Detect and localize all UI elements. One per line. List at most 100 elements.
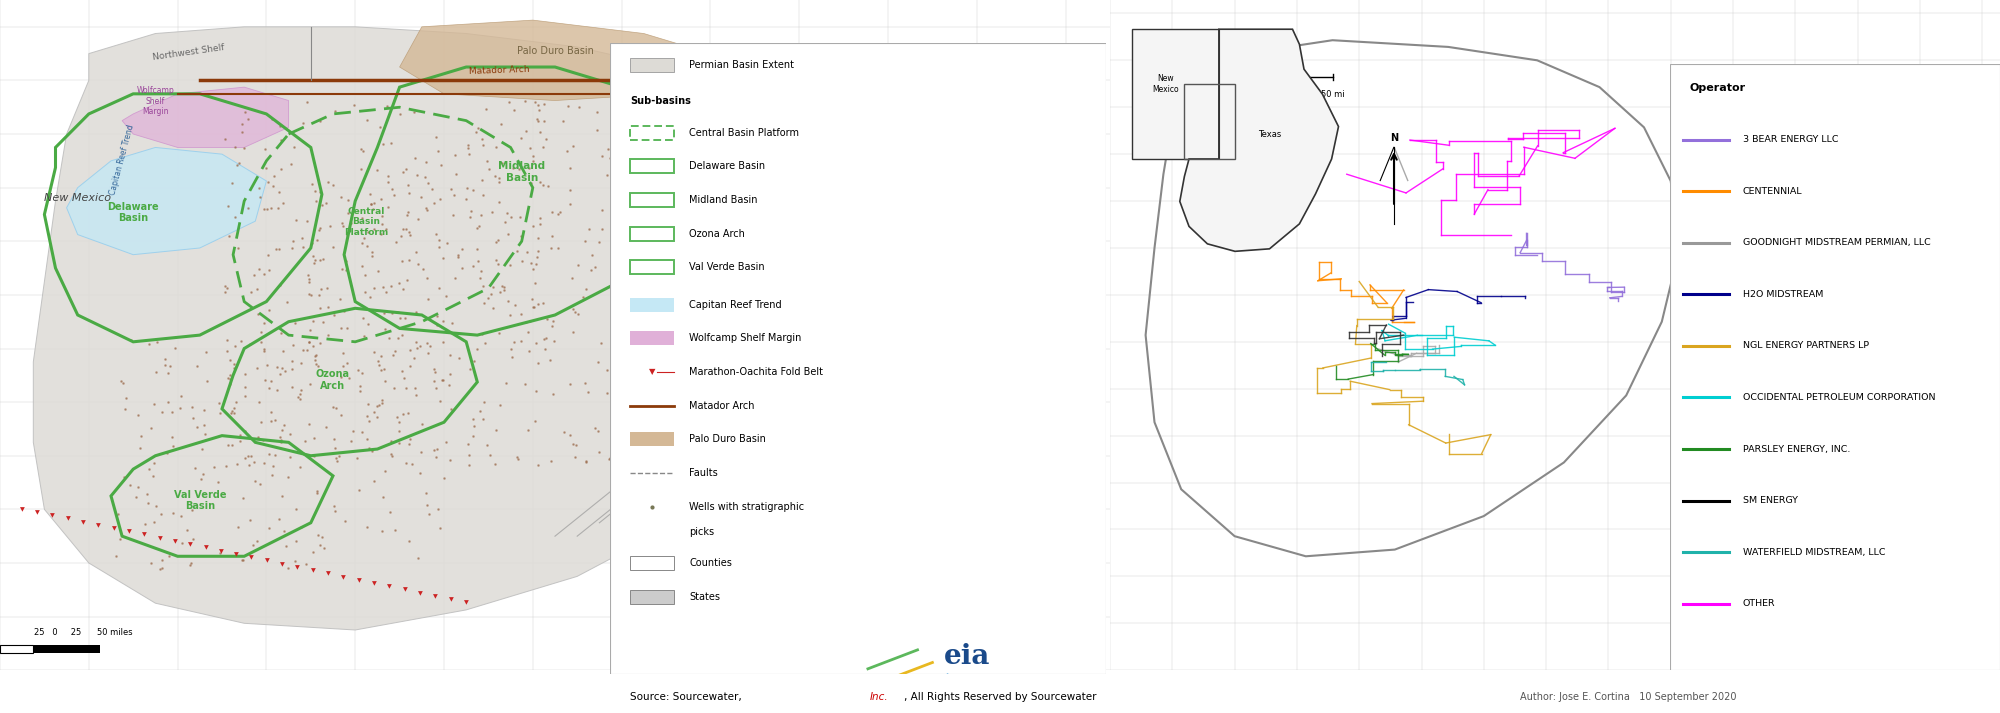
Point <box>434 379 466 391</box>
Point <box>218 362 250 374</box>
Point <box>524 105 556 116</box>
Point <box>296 237 328 249</box>
Point <box>348 330 380 342</box>
Point <box>512 326 544 337</box>
Point <box>676 195 708 207</box>
Text: ▼: ▼ <box>112 526 116 531</box>
Point <box>398 353 430 364</box>
Point <box>304 539 336 550</box>
Point <box>350 433 382 444</box>
Point <box>656 224 688 235</box>
Point <box>634 210 666 221</box>
Polygon shape <box>34 27 866 630</box>
Point <box>568 378 600 389</box>
Point <box>494 260 526 271</box>
Point <box>432 237 464 249</box>
Point <box>614 338 646 349</box>
Point <box>366 397 398 409</box>
Point <box>556 140 588 151</box>
Text: ▼: ▼ <box>20 507 24 512</box>
Point <box>260 361 292 373</box>
Text: 0: 0 <box>1152 90 1158 99</box>
Point <box>426 159 458 170</box>
Point <box>390 224 422 235</box>
Point <box>328 306 360 317</box>
Point <box>552 101 584 112</box>
Point <box>442 251 474 262</box>
Point <box>542 242 574 254</box>
Point <box>384 277 416 288</box>
Point <box>218 358 250 369</box>
Point <box>300 485 332 496</box>
Point <box>634 454 666 466</box>
Point <box>354 198 386 210</box>
Point <box>228 426 260 437</box>
Point <box>266 345 298 356</box>
Point <box>212 200 244 212</box>
Point <box>220 212 252 223</box>
Point <box>368 281 400 292</box>
Point <box>662 240 694 251</box>
Point <box>416 183 448 195</box>
Point <box>422 443 454 454</box>
Point <box>294 289 326 300</box>
Point <box>650 143 682 154</box>
Point <box>286 118 318 129</box>
Point <box>312 329 344 341</box>
Text: New
Mexico: New Mexico <box>1152 74 1180 94</box>
Point <box>304 337 336 349</box>
Bar <box>630 590 674 604</box>
Point <box>354 188 386 200</box>
Point <box>594 453 626 465</box>
Point <box>512 247 544 258</box>
Point <box>468 190 500 201</box>
Point <box>518 263 550 275</box>
Point <box>344 381 376 392</box>
Point <box>402 553 434 564</box>
Text: Capitan Reef Trend: Capitan Reef Trend <box>690 299 782 309</box>
Point <box>276 242 308 253</box>
Point <box>358 282 390 293</box>
Point <box>636 444 668 456</box>
Point <box>240 363 272 374</box>
Point <box>256 469 288 481</box>
Text: ▼: ▼ <box>356 578 362 583</box>
Point <box>326 264 358 275</box>
Text: Eastern
Shelf: Eastern Shelf <box>714 228 752 250</box>
Text: H2O MIDSTREAM: H2O MIDSTREAM <box>1742 290 1822 299</box>
Point <box>686 297 718 308</box>
Point <box>266 436 298 448</box>
Bar <box>630 297 674 312</box>
Text: Operator: Operator <box>1690 83 1746 93</box>
Point <box>130 488 162 499</box>
Point <box>108 404 140 415</box>
Point <box>676 363 708 374</box>
Point <box>226 126 258 138</box>
Point <box>612 168 644 180</box>
Text: Capitan Reef Trend: Capitan Reef Trend <box>108 124 136 196</box>
Point <box>252 176 284 188</box>
Point <box>440 272 472 284</box>
Point <box>228 492 260 503</box>
Point <box>680 187 712 198</box>
Point <box>316 179 348 190</box>
Point <box>578 262 610 273</box>
Point <box>290 558 322 570</box>
Point <box>482 328 514 339</box>
Point <box>102 508 134 520</box>
Point <box>420 451 452 463</box>
Point <box>470 103 502 115</box>
Point <box>532 180 564 192</box>
Point <box>254 304 286 315</box>
Point <box>300 487 332 498</box>
Point <box>366 394 398 405</box>
Point <box>264 434 296 446</box>
Point <box>318 241 350 252</box>
Point <box>478 303 510 314</box>
Point <box>280 317 312 329</box>
Point <box>686 190 718 201</box>
Point <box>434 403 466 414</box>
Point <box>346 237 378 249</box>
Point <box>658 212 690 224</box>
Point <box>634 415 666 426</box>
